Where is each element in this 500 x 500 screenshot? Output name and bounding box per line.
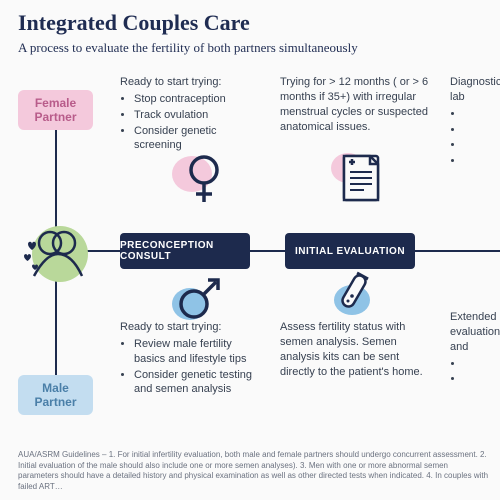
document-icon: [330, 148, 385, 208]
bullet-list: Review male fertility basics and lifesty…: [134, 337, 265, 397]
female-advanced-block: Diagnostic lab: [450, 75, 500, 170]
list-item: [464, 123, 500, 138]
text-body: Trying for > 12 months ( or > 6 months i…: [280, 75, 435, 134]
list-item: Consider genetic testing and semen analy…: [134, 368, 265, 398]
page-subtitle: A process to evaluate the fertility of b…: [18, 40, 358, 56]
list-item: Stop contraception: [134, 92, 260, 107]
male-symbol-icon: [170, 270, 225, 325]
male-initial-block: Assess fertility status with semen analy…: [280, 320, 435, 379]
male-partner-label: Male Partner: [18, 375, 93, 415]
list-item: [464, 154, 500, 169]
text-body: Assess fertility status with semen analy…: [280, 320, 435, 379]
footnote-text: AUA/ASRM Guidelines – 1. For initial inf…: [18, 450, 490, 492]
text-lead: Diagnostic lab: [450, 75, 500, 105]
list-item: [464, 138, 500, 153]
female-symbol-icon: [170, 148, 230, 208]
list-item: Track ovulation: [134, 108, 260, 123]
bullet-list: [464, 357, 500, 388]
list-item: [464, 357, 500, 372]
list-item: [464, 372, 500, 387]
page-title: Integrated Couples Care: [18, 10, 250, 36]
female-partner-text: Female Partner: [34, 96, 76, 125]
male-partner-text: Male Partner: [34, 381, 76, 410]
testtube-icon: [330, 270, 380, 320]
list-item: Review male fertility basics and lifesty…: [134, 337, 265, 367]
stage-initial: INITIAL EVALUATION: [285, 233, 415, 269]
female-partner-label: Female Partner: [18, 90, 93, 130]
text-lead: Ready to start trying:: [120, 75, 260, 90]
list-item: [464, 107, 500, 122]
male-preconception-block: Ready to start trying: Review male ferti…: [120, 320, 265, 398]
bullet-list: Stop contraceptionTrack ovulationConside…: [134, 92, 260, 153]
bullet-list: [464, 107, 500, 169]
couple-icon: [20, 218, 92, 290]
female-initial-block: Trying for > 12 months ( or > 6 months i…: [280, 75, 435, 134]
female-preconception-block: Ready to start trying: Stop contraceptio…: [120, 75, 260, 154]
text-lead: Extended evaluation and: [450, 310, 500, 355]
male-advanced-block: Extended evaluation and: [450, 310, 500, 388]
stage-preconception: PRECONCEPTION CONSULT: [120, 233, 250, 269]
